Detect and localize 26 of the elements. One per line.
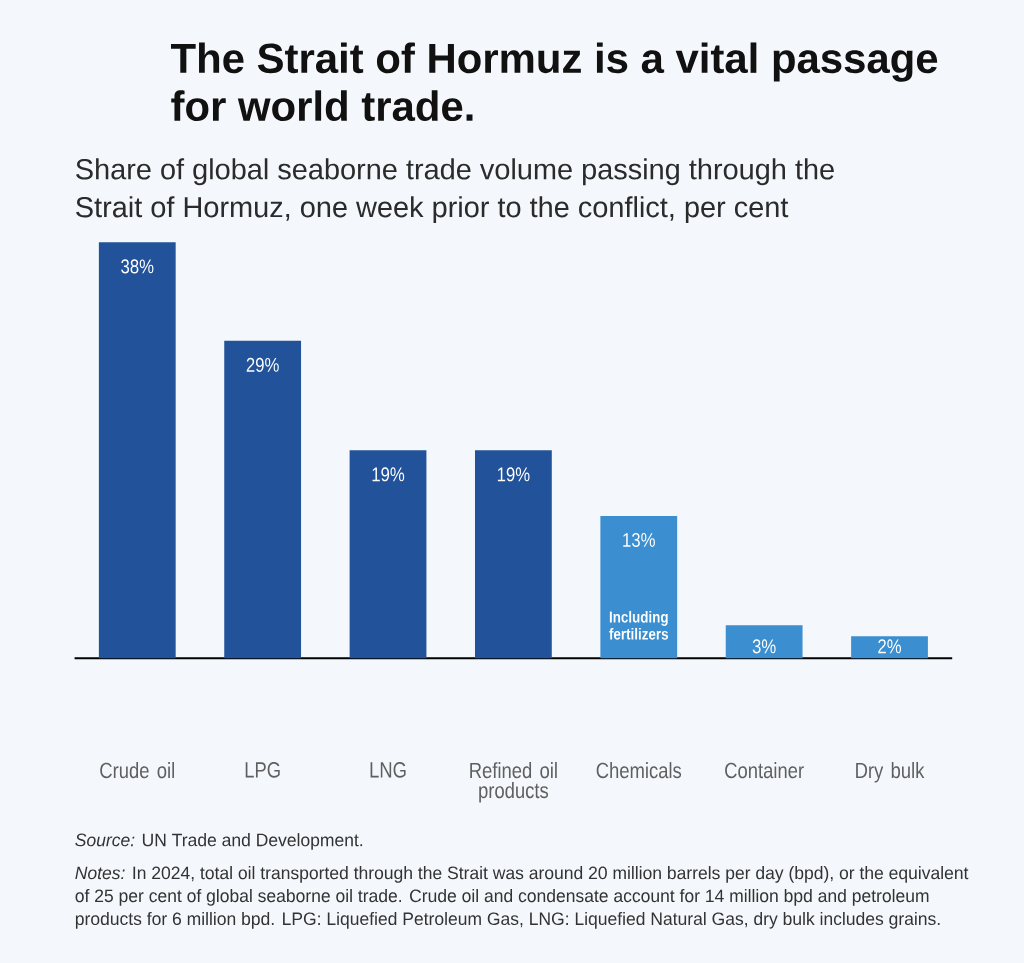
bar xyxy=(98,242,176,659)
bar xyxy=(349,450,427,659)
x-tick-label: Dry bulk xyxy=(856,761,925,783)
chart-subtitle: Share of global seaborne trade volume passing through the Strait of Hormuz, one week prior to the conflict, per cent xyxy=(76,158,834,223)
x-tick-label: Crude oil xyxy=(100,761,174,779)
chart-title: The Strait of Hormuz is a vital passage for world trade. xyxy=(170,42,938,121)
x-tick-label: Refined oil products xyxy=(470,761,557,803)
x-tick-label: LNG xyxy=(370,761,406,778)
data-label: 19% xyxy=(497,467,530,482)
bar xyxy=(725,625,803,659)
bar xyxy=(600,515,678,659)
data-label: 19% xyxy=(372,467,405,482)
data-label: 3% xyxy=(752,639,776,654)
bar xyxy=(475,450,552,659)
data-label: 38% xyxy=(121,259,154,274)
bar xyxy=(224,340,302,659)
bar xyxy=(851,636,928,659)
annotation: Including fertilizers xyxy=(609,610,669,640)
text: Notes: In 2024, total oil transported through the Strait was around 20 million barrels per day (bpd), or the equivalent of 25 per cent of global seaborne oil trade. Crude oil and condensate account for 14 million bpd and petroleum products for 6 million bpd. LPG: Liquefied Petroleum Gas, LNG: Liquefied Natural Gas, dry bulk includes grains. xyxy=(75,865,969,929)
x-tick-label: LPG xyxy=(245,761,280,778)
x-tick-label: Container xyxy=(725,761,804,779)
data-label: 2% xyxy=(878,639,902,654)
text: Source: UN Trade and Development. xyxy=(75,832,363,850)
x-tick-label: Chemicals xyxy=(596,761,682,779)
data-label: 13% xyxy=(623,532,655,547)
data-label: 29% xyxy=(246,357,279,372)
